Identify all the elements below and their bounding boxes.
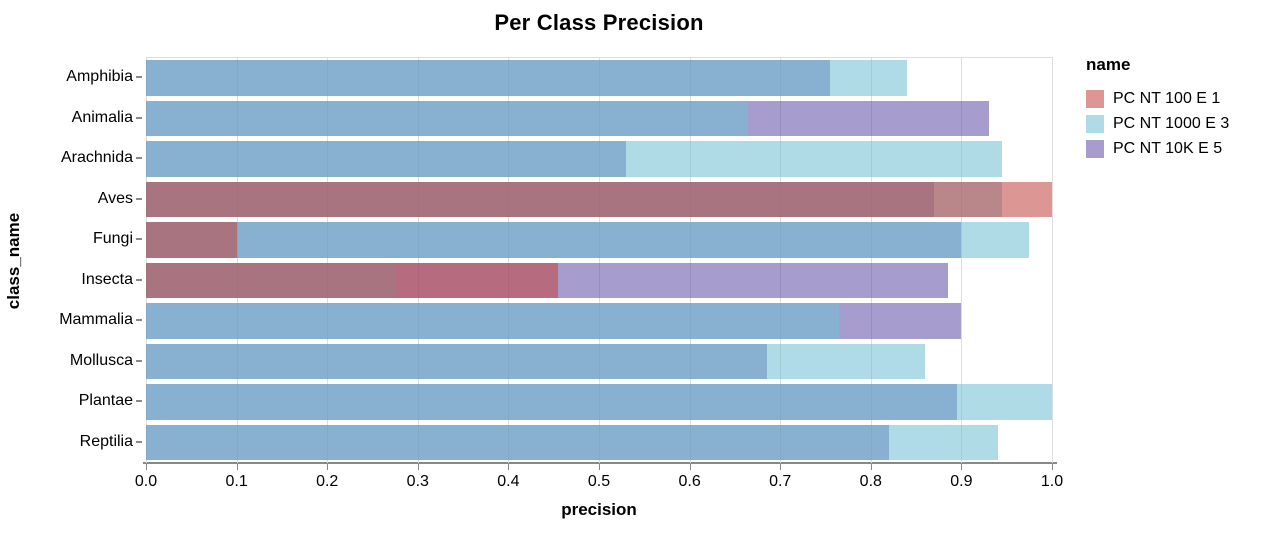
bar-insecta-pc-nt-100-e-1	[146, 262, 559, 298]
bar-row-amphibia	[146, 58, 1052, 99]
y-tick-mark	[136, 440, 142, 443]
x-tick-mark	[689, 464, 691, 470]
bar-mammalia-pc-nt-1000-e-3	[146, 303, 840, 339]
bar-arachnida-pc-nt-1000-e-3	[146, 141, 1003, 177]
bar-plantae-pc-nt-1000-e-3	[146, 384, 1052, 420]
x-tick-mark	[961, 464, 963, 470]
bar-reptilia-pc-nt-1000-e-3	[146, 424, 998, 460]
x-tick-label: 0.8	[859, 473, 882, 490]
y-tick-label: Mollusca	[69, 351, 133, 369]
gridline	[508, 58, 510, 463]
plot-area	[143, 57, 1057, 470]
x-tick-mark	[146, 464, 147, 470]
gridline	[417, 58, 419, 463]
y-tick-label: Mammalia	[59, 311, 133, 328]
legend-entries: PC NT 100 E 1 PC NT 1000 E 3 PC NT 10K E 5	[1086, 86, 1229, 161]
legend-title: name	[1086, 55, 1131, 74]
y-tick-mark	[136, 197, 142, 200]
x-tick-label: 0.5	[587, 473, 611, 490]
gridline	[146, 58, 147, 463]
x-tick-mark	[870, 464, 872, 470]
y-tick-label: Animalia	[71, 108, 133, 126]
x-tick-label: 0.0	[134, 473, 158, 490]
y-tick-mark	[136, 359, 142, 362]
legend-swatch	[1086, 89, 1104, 108]
bar-fungi-pc-nt-1000-e-3	[146, 222, 1030, 258]
gridline	[870, 58, 872, 463]
y-tick-mark	[136, 238, 142, 241]
legend: name PC NT 100 E 1 PC NT 1000 E 3 PC NT 10…	[1086, 55, 1229, 161]
gridline	[236, 58, 238, 463]
y-tick-mark	[136, 116, 142, 119]
gridline	[780, 58, 782, 463]
gridline	[599, 58, 600, 463]
y-tick-label: Reptilia	[79, 432, 133, 450]
x-tick-label: 0.7	[769, 473, 792, 490]
bar-animalia-pc-nt-1000-e-3	[146, 100, 749, 136]
legend-label: PC NT 100 E 1	[1113, 89, 1221, 107]
x-tick-label: 0.4	[497, 473, 520, 490]
legend-swatch	[1086, 139, 1104, 158]
x-tick-label: 0.2	[316, 473, 339, 490]
legend-label: PC NT 1000 E 3	[1113, 114, 1230, 132]
legend-entry: PC NT 1000 E 3	[1086, 111, 1229, 136]
gridline	[327, 58, 329, 463]
x-tick-label: 1.0	[1040, 473, 1064, 490]
bar-fungi-pc-nt-100-e-1	[146, 222, 237, 258]
gridline	[689, 58, 691, 463]
bar-amphibia-pc-nt-1000-e-3	[146, 60, 908, 96]
bar-row-aves	[146, 180, 1052, 221]
gridline	[961, 58, 963, 463]
x-tick-label: 0.1	[225, 473, 248, 490]
x-tick-mark	[508, 464, 510, 470]
x-tick-mark	[599, 464, 600, 470]
bar-row-reptilia	[146, 423, 1052, 464]
x-tick-mark	[780, 464, 782, 470]
bar-mollusca-pc-nt-1000-e-3	[146, 343, 926, 379]
y-tick-label: Insecta	[81, 270, 133, 288]
y-tick-label: Arachnida	[60, 149, 133, 166]
bar-row-arachnida	[146, 139, 1052, 180]
y-tick-mark	[136, 157, 142, 160]
y-tick-mark	[136, 319, 142, 322]
x-tick-mark	[236, 464, 238, 470]
chart-title: Per Class Precision	[494, 10, 704, 35]
y-tick-mark	[136, 400, 142, 403]
x-tick-mark	[417, 464, 419, 470]
y-tick-mark	[136, 278, 142, 281]
y-tick-label: Fungi	[92, 230, 133, 247]
bar-row-mollusca	[146, 342, 1052, 383]
x-tick-mark	[327, 464, 329, 470]
legend-label: PC NT 10K E 5	[1113, 139, 1223, 157]
y-tick-label: Aves	[97, 189, 133, 207]
gridline	[1052, 58, 1053, 463]
bar-row-animalia	[146, 99, 1052, 140]
y-tick-label: Plantae	[78, 392, 133, 409]
bar-row-fungi	[146, 220, 1052, 261]
y-tick-label: Amphibia	[66, 68, 133, 85]
bar-row-insecta	[146, 261, 1052, 302]
bar-row-mammalia	[146, 301, 1052, 342]
legend-swatch	[1086, 114, 1104, 133]
x-axis-line	[143, 462, 1057, 464]
bar-aves-pc-nt-100-e-1	[146, 181, 1052, 217]
x-axis-title: precision	[561, 500, 637, 519]
legend-entry: PC NT 10K E 5	[1086, 136, 1229, 161]
x-tick-label: 0.9	[950, 473, 973, 490]
x-tick-mark	[1052, 464, 1053, 470]
bar-row-plantae	[146, 382, 1052, 423]
x-tick-label: 0.3	[406, 473, 429, 490]
x-tick-label: 0.6	[678, 473, 701, 490]
y-tick-mark	[136, 76, 142, 79]
legend-entry: PC NT 100 E 1	[1086, 86, 1229, 111]
